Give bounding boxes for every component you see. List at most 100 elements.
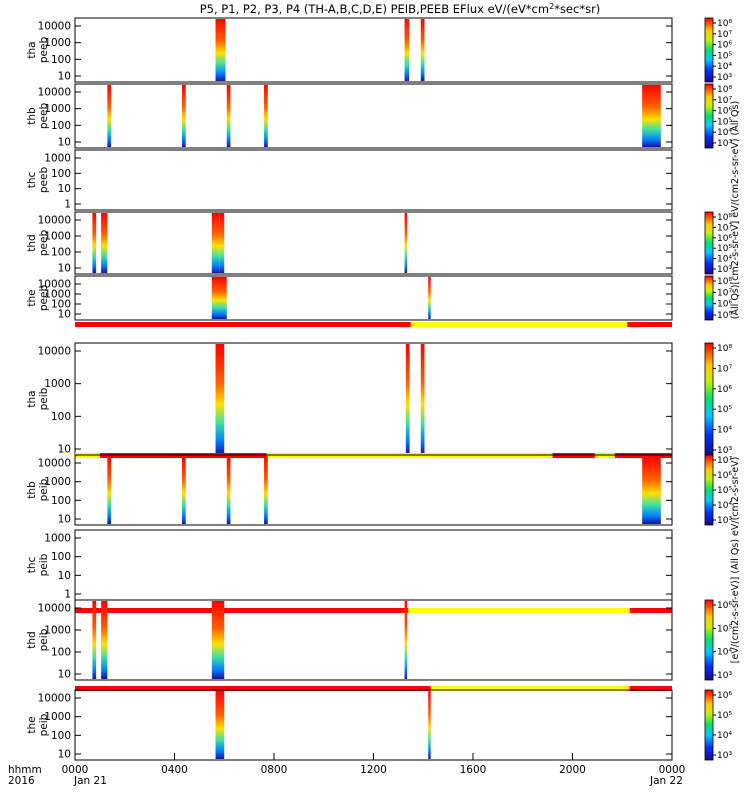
panel-tha-peib: 10000 1000 100 10 tha peib 10⁸ 10⁷ 10⁶ 10⁵ 10⁴ 10³ bbox=[26, 322, 732, 456]
panel-label-product: peeb bbox=[38, 37, 50, 64]
spectrogram-column bbox=[215, 213, 220, 273]
spectrogram-column bbox=[226, 85, 231, 147]
panel-label-product: peeb bbox=[38, 230, 50, 257]
colorbar-tick-label: 10⁵ bbox=[717, 711, 732, 721]
colorbar-tick-label: 10⁴ bbox=[717, 255, 732, 265]
colorbar-tick-label: 10⁶ bbox=[717, 601, 732, 611]
panel-the-peib: 10000 1000 100 10 the peib 10⁶ 10⁵ 10⁴ 10³ bbox=[26, 686, 732, 761]
panel-frame bbox=[74, 211, 673, 275]
y-tick-label: 10000 bbox=[38, 21, 71, 33]
colorbar-tick-label: 10³ bbox=[717, 265, 732, 275]
spectrogram-column bbox=[428, 277, 431, 319]
colorbar-tick-label: 10⁵ bbox=[717, 624, 732, 634]
y-tick-label: 100 bbox=[51, 168, 71, 180]
panel-thb-peib: 10000 1000 100 10 thb peib 10⁷ 10⁶ 10⁵ 10⁴ 10³ bbox=[26, 453, 732, 526]
colorbar-tick-label: 10⁶ bbox=[717, 385, 732, 395]
colorbar-tick-label: 10⁸ bbox=[717, 277, 732, 287]
panel-label-product: peeb bbox=[38, 167, 50, 194]
y-tick-label: 1000 bbox=[44, 103, 71, 115]
y-tick-label: 1000 bbox=[44, 37, 71, 49]
spectrogram-column bbox=[407, 19, 410, 81]
colorbar-tick-label: 10⁶ bbox=[717, 691, 732, 701]
chart-title: P5, P1, P2, P3, P4 (TH-A,B,C,D,E) PEIB,P… bbox=[200, 2, 601, 16]
mode-bar-segment bbox=[430, 686, 630, 691]
colorbar-tick-label: 10⁴ bbox=[717, 648, 732, 658]
xaxis-date-label-end: Jan 22 bbox=[649, 775, 683, 787]
panel-label-probe: the bbox=[26, 289, 38, 306]
colorbar-tick-label: 10⁶ bbox=[717, 471, 732, 481]
spectrogram-column bbox=[264, 456, 268, 524]
colorbar-tick-label: 10⁷ bbox=[717, 96, 732, 106]
y-tick-label: 10 bbox=[58, 514, 71, 526]
spectrogram-column bbox=[404, 601, 408, 679]
panel-label-probe: tha bbox=[26, 390, 38, 407]
spectrogram-column bbox=[107, 85, 112, 147]
y-tick-label: 10 bbox=[58, 71, 71, 83]
colorbar-tick-label: 10⁶ bbox=[717, 41, 732, 51]
colorbar-tick-label: 10⁴ bbox=[717, 501, 732, 511]
y-tick-label: 100 bbox=[51, 247, 71, 259]
spectrogram-column bbox=[428, 691, 431, 759]
spectrogram-column bbox=[404, 213, 408, 273]
panel-label-product: peeb bbox=[38, 103, 50, 130]
spectrogram-column bbox=[181, 85, 186, 147]
panel-label-probe: the bbox=[26, 716, 38, 733]
panel-label-product: peeb bbox=[38, 285, 50, 312]
x-tick-label: 2000 bbox=[559, 764, 586, 776]
colorbar-tick-label: 10⁶ bbox=[717, 300, 732, 310]
spectrogram-column bbox=[420, 344, 425, 454]
spectrogram-column bbox=[642, 456, 661, 524]
y-tick-label: 1000 bbox=[44, 289, 71, 301]
spectrogram-column bbox=[92, 601, 97, 679]
mode-bar-segment bbox=[408, 608, 630, 613]
mode-bar-segment bbox=[75, 608, 409, 613]
colorbar-tick-label: 10⁷ bbox=[717, 288, 732, 298]
spectrogram-column bbox=[219, 213, 225, 273]
panel-label-product: peib bbox=[38, 628, 50, 651]
spectrogram-column bbox=[181, 456, 186, 524]
colorbar-tick-label: 10⁵ bbox=[717, 117, 732, 127]
y-tick-label: 100 bbox=[51, 411, 71, 423]
y-tick-label: 100 bbox=[51, 120, 71, 132]
colorbar-tick-label: 10⁴ bbox=[717, 426, 732, 436]
spectrogram-column bbox=[264, 85, 268, 147]
y-tick-label: 10000 bbox=[38, 87, 71, 99]
colorbar-tick-label: 10⁷ bbox=[717, 364, 732, 374]
mode-bar-segment bbox=[629, 686, 672, 691]
colorbar-tick-label: 10⁷ bbox=[717, 223, 732, 233]
panel-label-probe: thc bbox=[26, 172, 38, 189]
x-tick-label: 0000 bbox=[659, 764, 686, 776]
spectrogram-column bbox=[215, 344, 225, 454]
y-tick-label: 1000 bbox=[44, 378, 71, 390]
spectrogram-column bbox=[211, 277, 227, 319]
panel-frame bbox=[74, 454, 673, 526]
panel-frame bbox=[74, 529, 673, 601]
panel-frame bbox=[74, 342, 673, 456]
spectrogram-column bbox=[226, 456, 231, 524]
mode-bar-segment bbox=[410, 322, 628, 327]
y-tick-label: 10 bbox=[58, 183, 71, 195]
spectrogram-column bbox=[92, 213, 97, 273]
spectrogram-column bbox=[223, 19, 226, 81]
y-tick-label: 10 bbox=[58, 570, 71, 582]
y-tick-label: 10 bbox=[58, 137, 71, 149]
panel-frame bbox=[74, 689, 673, 761]
y-tick-label: 1 bbox=[64, 589, 71, 601]
colorbar-tick-label: 10³ bbox=[717, 139, 732, 149]
y-tick-label: 1000 bbox=[44, 625, 71, 637]
spectrogram-column bbox=[215, 19, 219, 81]
colorbar bbox=[704, 211, 714, 275]
panel-frame bbox=[74, 17, 673, 83]
colorbar bbox=[704, 275, 714, 321]
panel-label-probe: thd bbox=[26, 631, 38, 648]
time-axis: hhmm 2016 Jan 21 Jan 22 0000 0400 0800 1200… bbox=[8, 753, 685, 787]
panel-label-product: peib bbox=[38, 713, 50, 736]
panel-label-probe: thb bbox=[26, 481, 38, 499]
y-tick-label: 100 bbox=[51, 54, 71, 66]
x-tick-label: 0400 bbox=[161, 764, 188, 776]
panel-frame bbox=[74, 275, 673, 321]
